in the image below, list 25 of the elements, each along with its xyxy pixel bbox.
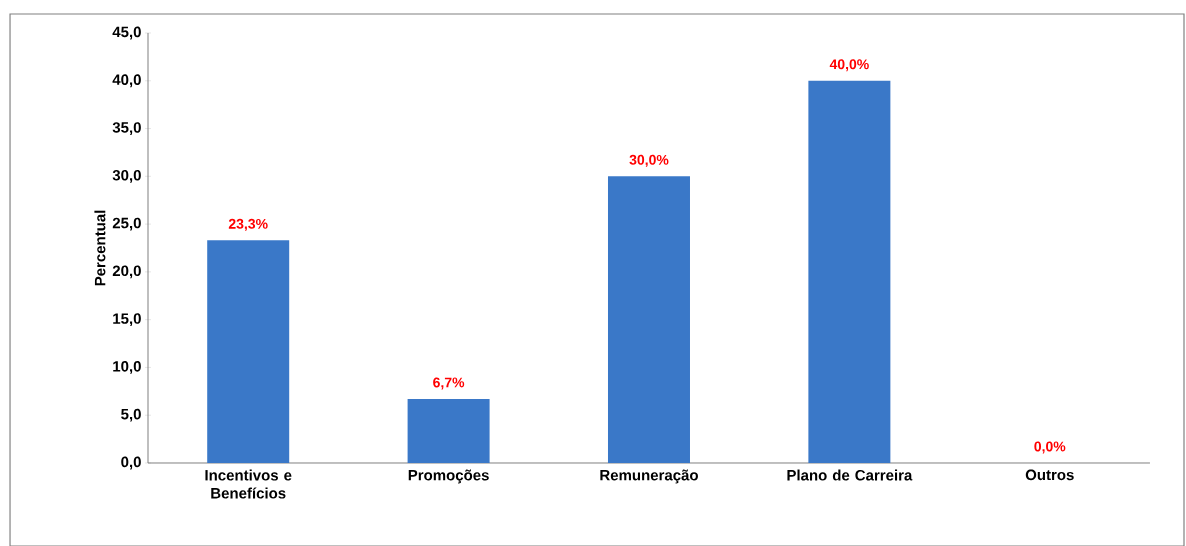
data-label: 30,0%	[629, 154, 669, 167]
y-tick-label: 0,0	[121, 456, 141, 470]
y-tick-label: 25,0	[112, 217, 141, 231]
bar	[207, 240, 290, 463]
x-tick-label: Plano de Carreira	[787, 469, 913, 481]
y-tick-label: 40,0	[112, 74, 141, 88]
y-tick-label: 15,0	[113, 313, 141, 327]
data-label: 40,0%	[829, 59, 869, 72]
data-label: 0,0%	[1034, 441, 1066, 454]
bar	[607, 176, 690, 463]
bar	[407, 398, 490, 463]
x-tick-label: Promoções	[408, 469, 489, 484]
y-axis-title: Percentual	[94, 210, 106, 286]
y-tick-label: 30,0	[112, 169, 141, 183]
y-tick-label: 20,0	[112, 265, 141, 279]
y-tick-label: 35,0	[112, 122, 141, 135]
data-label: 6,7%	[433, 377, 465, 390]
y-tick-label: 5,0	[121, 408, 141, 422]
data-label: 23,3%	[228, 218, 268, 231]
y-tick-label: 45,0	[112, 26, 141, 40]
x-tick-label: Outros	[1025, 469, 1074, 481]
bar	[808, 80, 891, 463]
y-tick-label: 10,0	[113, 361, 141, 374]
x-tick-label: Incentivos e Benefícios	[205, 469, 292, 499]
x-tick-label: Remuneração	[600, 469, 698, 484]
